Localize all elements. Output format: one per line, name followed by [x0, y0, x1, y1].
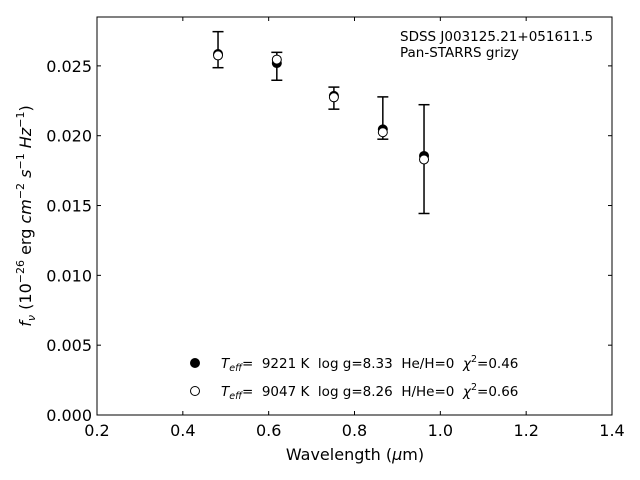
y-axis-ticks: 0.000 0.005 0.010 0.015 0.020 0.025 — [46, 57, 612, 425]
y-tick-label: 0.020 — [46, 127, 92, 146]
model-point-open — [213, 50, 224, 61]
y-tick-label: 0.025 — [46, 57, 92, 76]
model-point-open — [271, 54, 282, 65]
data-points — [213, 49, 430, 165]
legend-marker-open — [190, 386, 200, 396]
x-tick-label: 0.4 — [170, 421, 195, 440]
x-tick-label: 1.4 — [599, 421, 624, 440]
x-tick-label: 1.2 — [513, 421, 538, 440]
annotation-survey: Pan-STARRS grizy — [400, 45, 519, 61]
model-point-open — [419, 154, 430, 165]
x-axis-label: Wavelength (μm) — [286, 445, 424, 464]
legend-entry-filled: Teff= 9221 K log g=8.33 He/H=0 χ2=0.46 — [221, 354, 518, 374]
y-tick-label: 0.010 — [46, 266, 92, 285]
y-tick-label: 0.015 — [46, 197, 92, 216]
legend-marker-filled — [190, 358, 200, 368]
y-tick-label: 0.000 — [46, 406, 92, 425]
x-tick-label: 1.0 — [428, 421, 453, 440]
x-axis-ticks: 0.2 0.4 0.6 0.8 1.0 1.2 1.4 — [84, 17, 625, 440]
model-point-open — [328, 92, 339, 103]
legend-entry-open: Teff= 9047 K log g=8.26 H/He=0 χ2=0.66 — [221, 382, 518, 402]
y-axis-label: fν (10−26 erg cm−2 s−1 Hz−1) — [14, 105, 38, 326]
model-point-open — [377, 127, 388, 138]
x-tick-label: 0.2 — [84, 421, 109, 440]
y-tick-label: 0.005 — [46, 336, 92, 355]
x-tick-label: 0.8 — [342, 421, 367, 440]
x-tick-label: 0.6 — [256, 421, 281, 440]
error-bars — [212, 30, 430, 215]
annotation-object-name: SDSS J003125.21+051611.5 — [400, 29, 593, 45]
